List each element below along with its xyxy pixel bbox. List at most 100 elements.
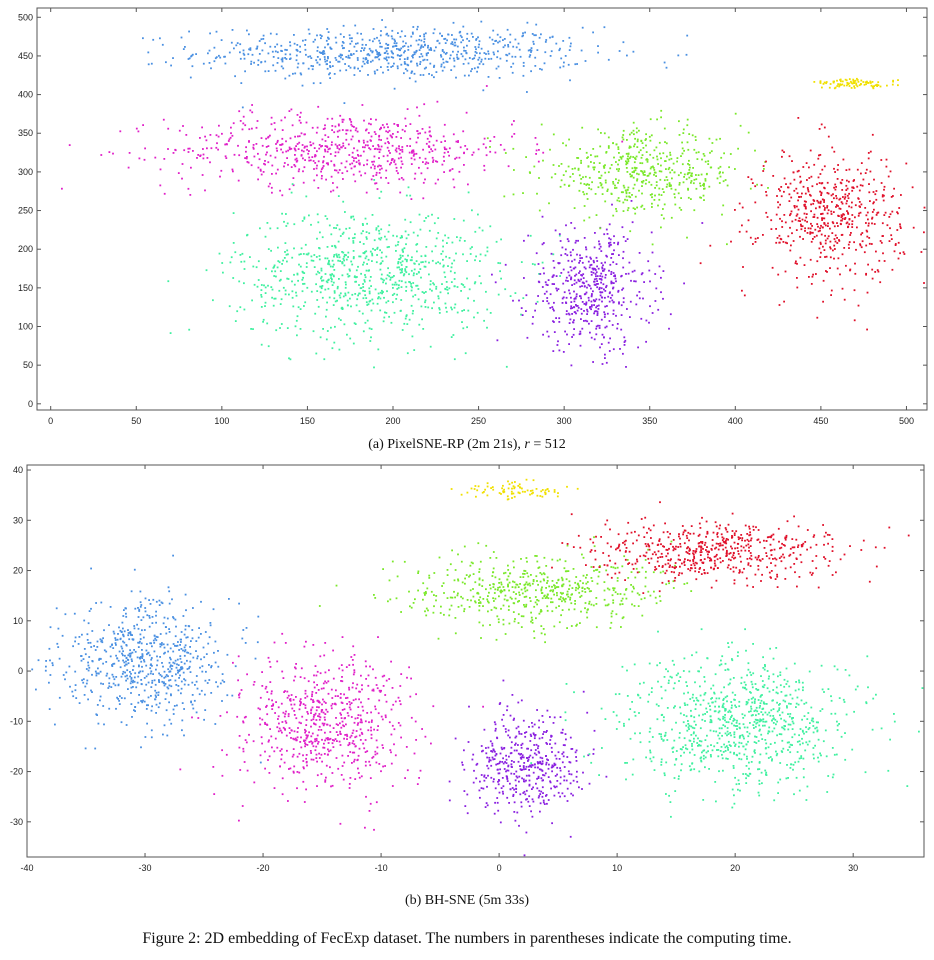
- data-point: [436, 40, 439, 42]
- data-point: [380, 277, 383, 280]
- data-point: [242, 750, 245, 753]
- data-point: [373, 155, 376, 158]
- data-point: [783, 190, 785, 193]
- data-point: [875, 214, 878, 216]
- data-point: [492, 43, 495, 45]
- data-point: [542, 151, 545, 154]
- data-point: [209, 32, 211, 35]
- data-point: [781, 155, 783, 158]
- data-point: [888, 240, 891, 242]
- data-point: [859, 244, 862, 247]
- data-point: [816, 183, 818, 186]
- data-point: [228, 51, 231, 54]
- data-point: [132, 686, 134, 688]
- data-point: [439, 262, 441, 265]
- data-point: [260, 137, 263, 139]
- data-point: [860, 233, 862, 236]
- data-point: [823, 201, 825, 203]
- data-point: [454, 41, 456, 44]
- data-point: [363, 146, 366, 149]
- data-point: [320, 170, 322, 173]
- data-point: [835, 206, 837, 208]
- data-point: [688, 176, 691, 179]
- data-point: [293, 714, 296, 716]
- data-point: [232, 242, 235, 244]
- data-point: [425, 246, 428, 248]
- data-point: [845, 202, 848, 205]
- data-point: [628, 147, 631, 149]
- data-point: [866, 230, 869, 233]
- data-point: [485, 146, 487, 149]
- data-point: [57, 627, 60, 630]
- data-point: [863, 251, 866, 254]
- data-point: [166, 617, 169, 620]
- data-point: [737, 147, 739, 150]
- data-point: [242, 122, 245, 125]
- data-point: [400, 54, 403, 57]
- data-point: [296, 736, 299, 739]
- data-point: [231, 134, 234, 137]
- data-point: [221, 673, 224, 675]
- data-point: [878, 259, 881, 262]
- data-point: [214, 57, 217, 60]
- data-point: [826, 206, 828, 209]
- data-point: [304, 742, 306, 744]
- data-point: [499, 57, 502, 60]
- y-tick-label: 50: [23, 360, 33, 370]
- data-point: [419, 74, 422, 76]
- data-point: [613, 242, 616, 244]
- data-point: [812, 202, 815, 205]
- data-point: [341, 172, 344, 174]
- data-point: [734, 209, 736, 211]
- data-point: [168, 701, 170, 704]
- data-point: [313, 179, 316, 182]
- data-point: [68, 144, 71, 146]
- data-point: [339, 260, 341, 262]
- data-point: [409, 194, 412, 197]
- data-point: [365, 191, 368, 194]
- data-point: [357, 67, 359, 70]
- data-point: [364, 294, 367, 297]
- data-point: [869, 150, 872, 153]
- data-point: [622, 191, 624, 194]
- data-point: [582, 277, 585, 279]
- data-point: [399, 35, 402, 38]
- data-point: [299, 265, 302, 268]
- data-point: [860, 203, 863, 206]
- data-point: [173, 662, 176, 665]
- data-point: [365, 58, 368, 60]
- data-point: [482, 143, 485, 146]
- data-point: [266, 322, 269, 325]
- data-point: [416, 28, 418, 31]
- data-point: [615, 208, 617, 210]
- data-point: [498, 77, 501, 79]
- data-point: [750, 178, 753, 181]
- data-point: [766, 216, 769, 218]
- data-point: [630, 200, 633, 202]
- data-point: [453, 44, 456, 47]
- data-point: [215, 56, 218, 59]
- data-point: [368, 147, 370, 149]
- data-point: [96, 704, 99, 706]
- data-point: [860, 79, 863, 82]
- data-point: [131, 651, 134, 654]
- data-point: [819, 200, 822, 203]
- data-point: [122, 627, 124, 630]
- data-point: [267, 145, 270, 147]
- data-point: [594, 269, 597, 271]
- data-point: [375, 182, 378, 185]
- data-point: [376, 36, 378, 39]
- data-point: [450, 42, 453, 45]
- data-point: [871, 216, 874, 219]
- x-tick-label: 0: [48, 416, 53, 426]
- data-point: [355, 276, 357, 279]
- data-point: [270, 123, 273, 126]
- data-point: [538, 177, 540, 179]
- data-point: [296, 334, 298, 337]
- data-point: [296, 315, 299, 318]
- data-point: [149, 672, 152, 675]
- data-point: [438, 307, 441, 309]
- data-point: [607, 171, 610, 174]
- data-point: [668, 327, 670, 330]
- data-point: [715, 138, 718, 141]
